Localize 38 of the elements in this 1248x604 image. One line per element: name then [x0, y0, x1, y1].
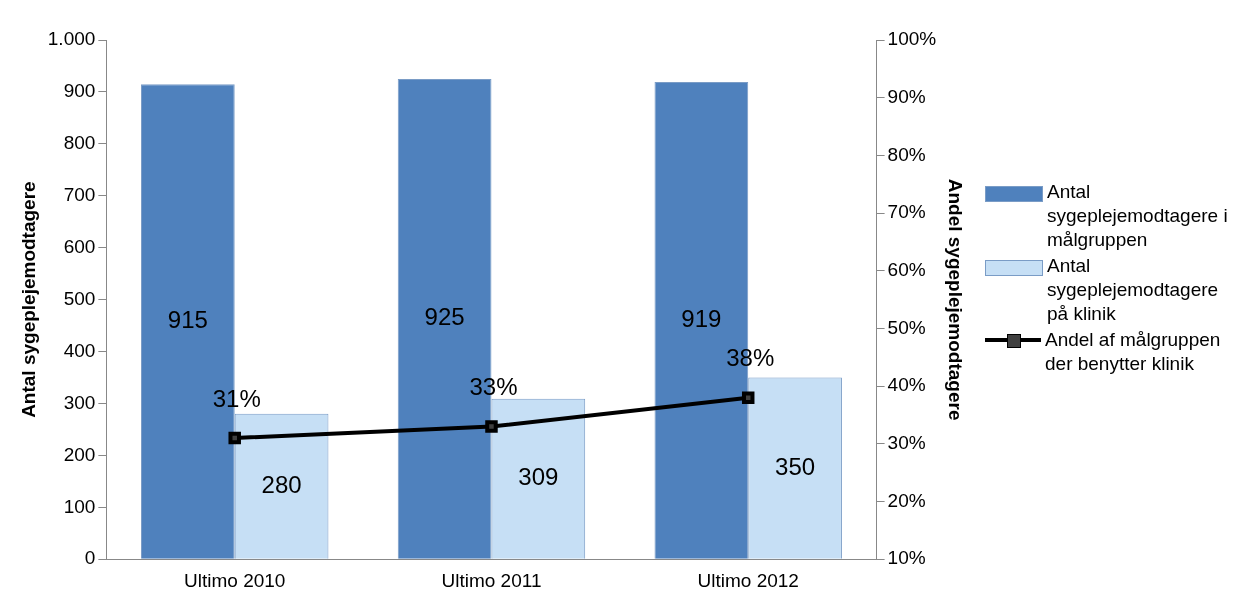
y2-tick-label: 30%: [887, 432, 926, 454]
x-tick-label: Ultimo 2012: [697, 569, 799, 591]
legend-label: Antal sygeplejemodtagere i målgruppen: [1047, 180, 1229, 252]
data-label: 915: [167, 306, 208, 334]
y-tick-label: 0: [84, 547, 96, 569]
y2-axis-title: Andel sygeplejemodtagere: [945, 178, 967, 421]
y-tick-label: 100: [63, 495, 96, 517]
point: [741, 391, 755, 404]
point: [485, 420, 498, 433]
y-tick-label: 200: [63, 443, 96, 465]
data-label: 280: [261, 470, 302, 498]
y-tick-label: 700: [63, 183, 96, 205]
y-tick-label: 300: [63, 391, 96, 413]
y-tick-label: 400: [63, 339, 96, 361]
y2-tick-label: 100%: [887, 28, 937, 50]
y2-tick-label: 70%: [887, 201, 926, 223]
legend-label: Andel af målgruppen der benytter klinik: [1045, 328, 1222, 376]
point: [228, 431, 241, 445]
data-label: 350: [775, 452, 816, 480]
y2-tick-label: 90%: [887, 85, 926, 107]
y-axis-title: Antal sygeplejemodtagere: [17, 181, 39, 418]
y-tick-label: 1.000: [47, 28, 96, 50]
y-tick-label: 800: [63, 132, 96, 154]
y2-tick-label: 60%: [887, 258, 926, 280]
y2-tick-label: 50%: [887, 316, 926, 338]
y2-tick-label: 80%: [887, 143, 926, 165]
y2-tick-label: 40%: [887, 374, 926, 396]
data-label: 919: [681, 305, 722, 332]
y2-tick-label: 20%: [887, 489, 926, 511]
y-tick-label: 500: [63, 287, 96, 309]
data-label: 925: [424, 303, 465, 331]
x-tick-label: Ultimo 2010: [184, 569, 286, 591]
data-label: 309: [518, 463, 559, 491]
y2-tick-label: 10%: [887, 547, 926, 569]
y-tick-label: 900: [63, 80, 96, 102]
legend-label: Antal sygeplejemodtagere på klinik: [1047, 254, 1220, 326]
y-tick-label: 600: [63, 235, 96, 257]
x-tick-label: Ultimo 2011: [441, 569, 542, 591]
